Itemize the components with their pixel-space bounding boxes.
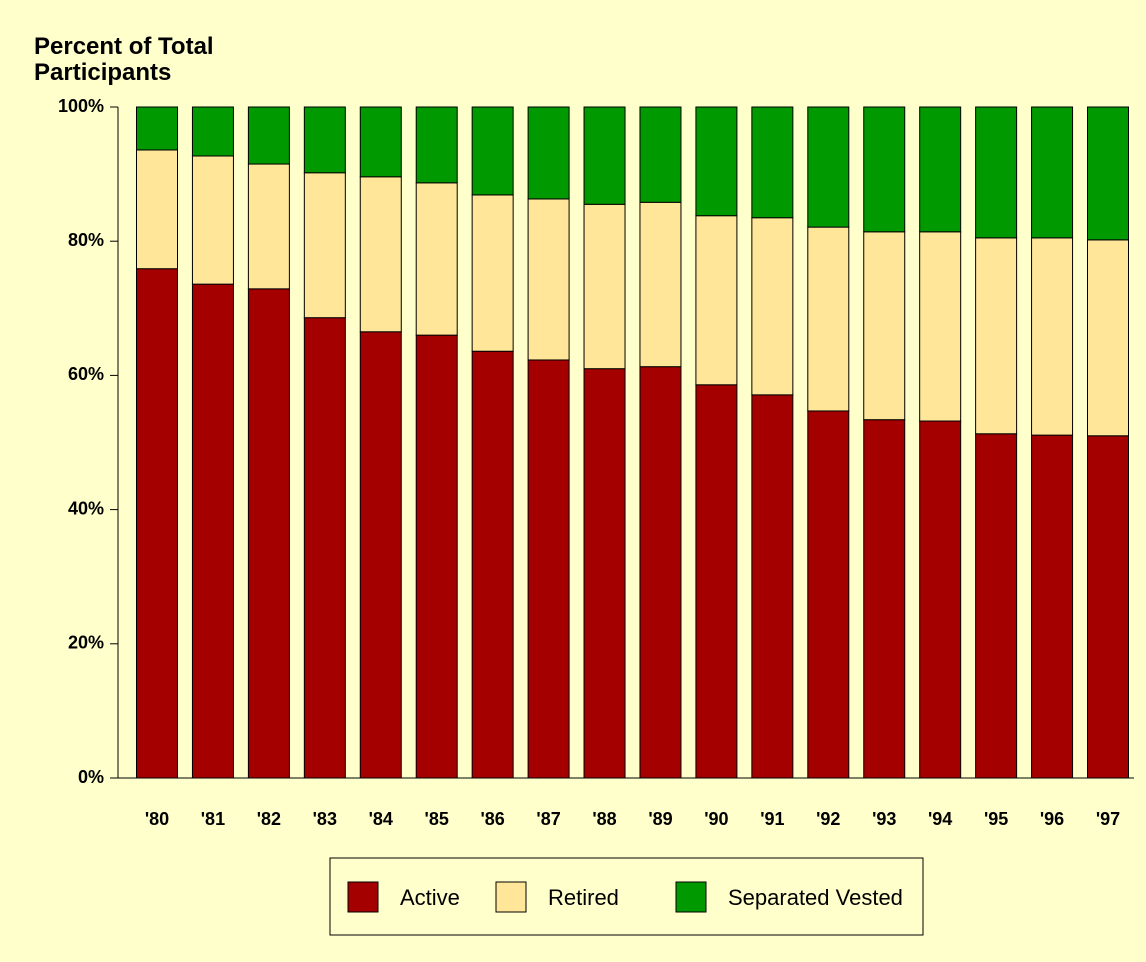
bar-segment — [527, 198, 570, 361]
legend-label: Retired — [548, 885, 619, 910]
legend-label: Active — [400, 885, 460, 910]
bar-segment — [191, 283, 234, 779]
bar-segment — [1087, 435, 1129, 779]
bar-segment — [247, 106, 290, 165]
bar-segment — [359, 331, 402, 779]
bar-segment — [415, 182, 458, 336]
y-tick-label: 20% — [68, 633, 104, 653]
x-tick-label: '84 — [369, 809, 393, 829]
x-tick-label: '82 — [257, 809, 281, 829]
x-tick-label: '87 — [536, 809, 560, 829]
bar-segment — [1087, 106, 1129, 241]
bar-segment — [303, 106, 346, 174]
bar-segment — [191, 106, 234, 157]
bar-segment — [975, 237, 1018, 435]
bar-segment — [303, 317, 346, 779]
bar-segment — [1031, 434, 1074, 779]
bar-segment — [136, 149, 178, 270]
x-tick-label: '96 — [1040, 809, 1064, 829]
legend-label: Separated Vested — [728, 885, 903, 910]
x-tick-label: '80 — [145, 809, 169, 829]
x-tick-label: '83 — [313, 809, 337, 829]
bar-segment — [751, 394, 794, 779]
bar-segment — [863, 106, 906, 233]
x-tick-label: '89 — [648, 809, 672, 829]
bar-segment — [527, 106, 570, 200]
bar-segment — [136, 268, 178, 779]
bar-segment — [527, 359, 570, 779]
chart-title: Percent of Total Participants — [34, 33, 214, 86]
bar-segment — [919, 231, 962, 422]
bar-segment — [136, 106, 178, 151]
legend-swatch — [495, 881, 527, 913]
bar-segment — [639, 106, 682, 203]
x-tick-label: '93 — [872, 809, 896, 829]
x-tick-label: '85 — [425, 809, 449, 829]
bar-segment — [359, 106, 402, 178]
x-tick-label: '97 — [1096, 809, 1120, 829]
x-tick-label: '95 — [984, 809, 1008, 829]
bar-segment — [751, 106, 794, 219]
x-tick-label: '88 — [592, 809, 616, 829]
bar-segment — [863, 231, 906, 421]
x-tick-label: '92 — [816, 809, 840, 829]
bar-segment — [471, 350, 514, 779]
bar-segment — [863, 419, 906, 779]
bar-segment — [807, 410, 850, 779]
bar-segment — [471, 106, 514, 196]
y-tick-label: 60% — [68, 364, 104, 384]
bar-segment — [583, 203, 626, 370]
bar-segment — [807, 226, 850, 412]
bar-segment — [919, 106, 962, 233]
bar-segment — [415, 106, 458, 184]
bar-segment — [695, 384, 738, 779]
legend-swatch — [675, 881, 707, 913]
x-tick-label: '91 — [760, 809, 784, 829]
bar-segment — [639, 201, 682, 368]
bar-segment — [583, 368, 626, 779]
x-tick-label: '81 — [201, 809, 225, 829]
x-tick-label: '90 — [704, 809, 728, 829]
bar-segment — [303, 172, 346, 319]
legend-box — [329, 857, 924, 936]
bar-segment — [1087, 239, 1129, 437]
bar-segment — [191, 155, 234, 285]
y-tick-label: 80% — [68, 230, 104, 250]
bar-segment — [695, 106, 738, 217]
bar-segment — [1031, 237, 1074, 436]
bar-segment — [975, 106, 1018, 239]
bar-segment — [247, 288, 290, 779]
bar-segment — [415, 334, 458, 779]
x-tick-label: '94 — [928, 809, 952, 829]
bar-segment — [359, 176, 402, 333]
bar-segment — [695, 215, 738, 386]
bar-segment — [975, 433, 1018, 779]
y-tick-label: 0% — [78, 767, 104, 787]
legend-swatch — [347, 881, 379, 913]
y-tick-label: 100% — [58, 96, 104, 116]
bar-segment — [919, 420, 962, 779]
bar-segment — [471, 194, 514, 352]
bar-segment — [751, 217, 794, 396]
bar-segment — [807, 106, 850, 228]
y-tick-label: 40% — [68, 498, 104, 518]
bar-segment — [639, 366, 682, 779]
x-tick-label: '86 — [480, 809, 504, 829]
bar-segment — [247, 163, 290, 290]
bar-segment — [1031, 106, 1074, 239]
bar-segment — [583, 106, 626, 205]
